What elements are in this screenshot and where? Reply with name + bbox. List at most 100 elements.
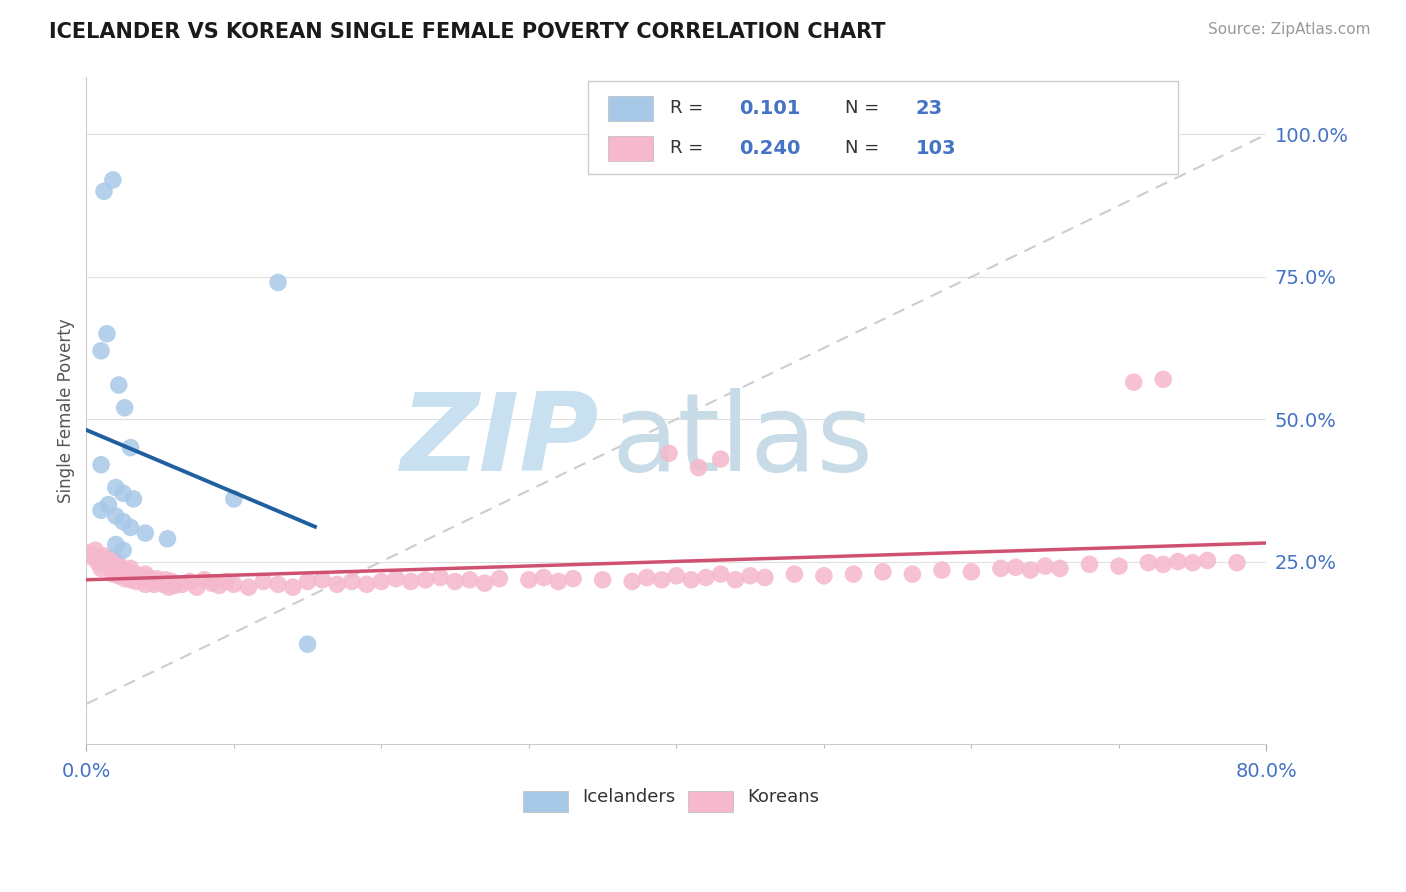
- Point: [107, 558, 129, 572]
- Point: [547, 574, 569, 589]
- Point: [340, 574, 363, 589]
- Point: [517, 573, 540, 587]
- Point: [681, 573, 703, 587]
- Point: [90, 553, 112, 567]
- Point: [1078, 558, 1101, 572]
- Point: [990, 561, 1012, 575]
- Point: [1197, 553, 1219, 567]
- Point: [238, 580, 260, 594]
- Point: [82, 549, 104, 564]
- Text: N =: N =: [845, 139, 886, 157]
- Point: [1152, 372, 1174, 386]
- Text: R =: R =: [671, 99, 710, 118]
- Point: [1137, 556, 1160, 570]
- Point: [562, 572, 585, 586]
- Point: [186, 580, 208, 594]
- Point: [281, 580, 304, 594]
- Point: [104, 555, 127, 569]
- Point: [370, 574, 392, 589]
- Point: [267, 276, 290, 290]
- Point: [96, 326, 118, 341]
- Point: [101, 560, 124, 574]
- Point: [155, 573, 177, 587]
- Point: [104, 537, 127, 551]
- FancyBboxPatch shape: [588, 81, 1178, 174]
- FancyBboxPatch shape: [607, 136, 652, 161]
- Point: [112, 486, 135, 500]
- Point: [201, 576, 224, 591]
- Point: [960, 565, 983, 579]
- Point: [107, 569, 129, 583]
- Point: [111, 561, 134, 575]
- Point: [1181, 556, 1204, 570]
- FancyBboxPatch shape: [523, 791, 568, 813]
- Point: [385, 572, 408, 586]
- Point: [1019, 563, 1042, 577]
- Point: [621, 574, 644, 589]
- Point: [114, 401, 136, 415]
- Point: [134, 526, 156, 541]
- Point: [1033, 559, 1056, 574]
- Point: [101, 567, 124, 582]
- Point: [222, 577, 245, 591]
- Point: [429, 570, 451, 584]
- Point: [87, 556, 110, 570]
- Point: [136, 570, 159, 584]
- Point: [122, 566, 145, 580]
- Text: atlas: atlas: [612, 388, 873, 493]
- Point: [901, 567, 924, 582]
- Point: [1108, 559, 1130, 574]
- Point: [122, 491, 145, 506]
- Point: [134, 567, 156, 582]
- Point: [104, 481, 127, 495]
- Point: [104, 565, 127, 579]
- Text: Source: ZipAtlas.com: Source: ZipAtlas.com: [1208, 22, 1371, 37]
- Point: [90, 503, 112, 517]
- Point: [90, 458, 112, 472]
- Point: [1122, 375, 1144, 389]
- Point: [125, 574, 148, 589]
- Y-axis label: Single Female Poverty: Single Female Poverty: [58, 318, 75, 503]
- Point: [458, 573, 481, 587]
- Point: [114, 572, 136, 586]
- Point: [112, 515, 135, 529]
- Point: [117, 565, 139, 579]
- Point: [415, 573, 437, 587]
- Point: [651, 573, 673, 587]
- Point: [311, 573, 333, 587]
- Point: [90, 561, 112, 575]
- Point: [1226, 556, 1249, 570]
- Point: [131, 573, 153, 587]
- Point: [474, 576, 496, 591]
- Point: [160, 574, 183, 589]
- Point: [120, 573, 142, 587]
- Point: [172, 577, 194, 591]
- Point: [96, 558, 118, 572]
- Point: [146, 572, 169, 586]
- Point: [252, 574, 274, 589]
- Point: [128, 569, 150, 583]
- Point: [120, 441, 142, 455]
- Point: [399, 574, 422, 589]
- Point: [267, 577, 290, 591]
- Point: [120, 520, 142, 534]
- Point: [179, 574, 201, 589]
- Point: [754, 570, 776, 584]
- Point: [1004, 560, 1026, 574]
- Point: [90, 343, 112, 358]
- Point: [326, 577, 349, 591]
- Text: 0.240: 0.240: [740, 139, 800, 158]
- Point: [688, 460, 710, 475]
- Point: [215, 574, 238, 589]
- Point: [93, 185, 115, 199]
- Point: [724, 573, 747, 587]
- Point: [152, 577, 174, 591]
- Point: [77, 546, 100, 560]
- Point: [98, 551, 121, 566]
- Point: [163, 578, 186, 592]
- Text: 23: 23: [915, 99, 943, 118]
- Point: [636, 570, 658, 584]
- Point: [658, 446, 681, 460]
- Point: [444, 574, 467, 589]
- FancyBboxPatch shape: [688, 791, 733, 813]
